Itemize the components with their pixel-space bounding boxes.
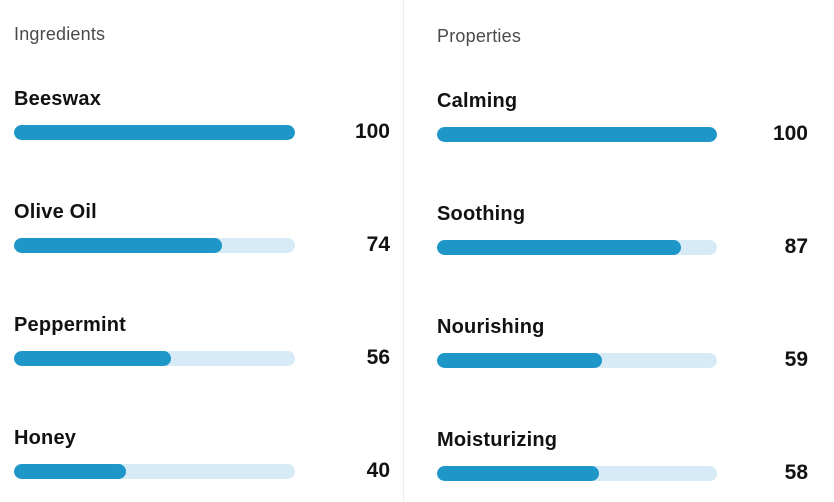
bar-label: Honey	[14, 427, 77, 449]
bar-value: 40	[366, 459, 390, 482]
ingredients-header: Ingredients	[14, 24, 106, 44]
bar-fill	[14, 237, 222, 253]
bar-value: 74	[366, 233, 390, 256]
bar-label: Moisturizing	[437, 429, 558, 451]
bar-value: 87	[784, 235, 808, 258]
bar-line: 58	[437, 461, 808, 485]
row-calming: Calming 100	[437, 89, 808, 146]
bar-label: Beeswax	[14, 88, 102, 110]
bar-fill	[14, 350, 172, 366]
bar-track	[14, 350, 295, 366]
bar-fill	[437, 465, 600, 481]
bar-value: 59	[784, 348, 808, 371]
bar-track	[437, 239, 717, 255]
row-peppermint: Peppermint 56	[14, 313, 390, 370]
bar-track	[14, 463, 295, 479]
row-olive-oil: Olive Oil 74	[14, 200, 390, 257]
bar-track	[437, 352, 717, 368]
bar-label: Peppermint	[14, 314, 127, 336]
ingredients-panel: Ingredients Beeswax 100 Olive Oil 74 Pep…	[0, 0, 403, 502]
bar-value: 100	[772, 122, 808, 145]
bar-track	[14, 237, 295, 253]
bar-fill	[14, 124, 295, 140]
bar-label: Calming	[437, 90, 518, 112]
bar-value: 100	[354, 120, 390, 143]
bar-line: 87	[437, 235, 808, 259]
bar-fill	[437, 239, 681, 255]
bar-track	[437, 465, 717, 481]
bar-line: 100	[437, 122, 808, 146]
row-soothing: Soothing 87	[437, 202, 808, 259]
bar-track	[14, 124, 295, 140]
row-honey: Honey 40	[14, 426, 390, 483]
bar-line: 100	[14, 120, 390, 144]
row-nourishing: Nourishing 59	[437, 315, 808, 372]
bar-line: 40	[14, 459, 390, 483]
bar-line: 56	[14, 346, 390, 370]
bar-fill	[437, 126, 717, 142]
bar-value: 56	[366, 346, 390, 369]
bar-fill	[437, 352, 603, 368]
bar-label: Soothing	[437, 203, 526, 225]
row-moisturizing: Moisturizing 58	[437, 428, 808, 485]
bar-value: 58	[784, 461, 808, 484]
bar-fill	[14, 463, 127, 479]
bar-line: 59	[437, 348, 808, 372]
properties-header: Properties	[437, 26, 522, 46]
row-beeswax: Beeswax 100	[14, 87, 390, 144]
panel-divider	[403, 0, 404, 502]
bar-label: Olive Oil	[14, 201, 97, 223]
bar-label: Nourishing	[437, 316, 545, 338]
properties-panel: Properties Calming 100 Soothing 87 Nouri…	[404, 0, 834, 502]
bar-line: 74	[14, 233, 390, 257]
bar-track	[437, 126, 717, 142]
